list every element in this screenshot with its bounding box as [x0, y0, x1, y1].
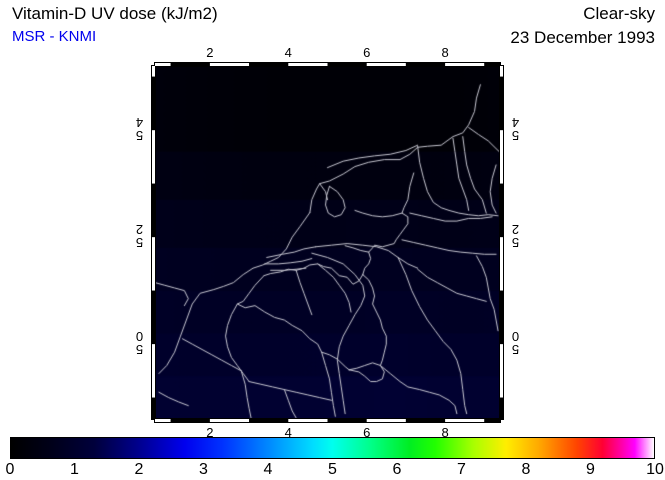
colorbar-legend: 0 1 2 3 4 5 6 7 8 9 10 [6, 437, 664, 480]
colorbar-tick: 8 [521, 461, 531, 478]
uv-dose-map [151, 62, 504, 423]
colorbar-tick: 0 [5, 461, 15, 478]
date-label: 23 December 1993 [510, 28, 655, 47]
sky-condition-label: Clear-sky [583, 4, 655, 23]
x-axis-tick-top: 4 [284, 45, 292, 60]
x-axis-tick-top: 2 [206, 45, 214, 60]
x-axis-tick-top: 8 [441, 45, 449, 60]
y-axis-tick-left: 50 [132, 331, 147, 358]
y-axis-tick-right: 50 [508, 331, 523, 358]
data-source-label: MSR - KNMI [12, 28, 97, 45]
y-axis-tick-left: 54 [132, 117, 147, 144]
colorbar-tick: 9 [586, 461, 595, 478]
colorbar-tick: 5 [328, 461, 337, 478]
colorbar-tick: 7 [457, 461, 466, 478]
colorbar-tick: 10 [646, 461, 664, 478]
uv-dose-raster [155, 66, 500, 419]
x-axis-tick-bottom: 2 [206, 425, 214, 440]
y-axis-tick-right: 54 [508, 117, 523, 144]
y-axis-tick-left: 52 [132, 224, 147, 251]
colorbar-tick: 3 [199, 461, 208, 478]
page-title: Vitamin-D UV dose (kJ/m2) [12, 4, 218, 23]
x-axis-tick-bottom: 6 [363, 425, 371, 440]
y-axis-tick-right: 52 [508, 224, 523, 251]
x-axis-tick-bottom: 8 [441, 425, 449, 440]
colorbar-gradient [10, 437, 655, 459]
colorbar-tick: 6 [392, 461, 402, 478]
x-axis-tick-top: 6 [363, 45, 371, 60]
colorbar-tick: 2 [134, 461, 144, 478]
colorbar-tick: 1 [70, 461, 79, 478]
colorbar-tick: 4 [263, 461, 273, 478]
x-axis-tick-bottom: 4 [284, 425, 292, 440]
